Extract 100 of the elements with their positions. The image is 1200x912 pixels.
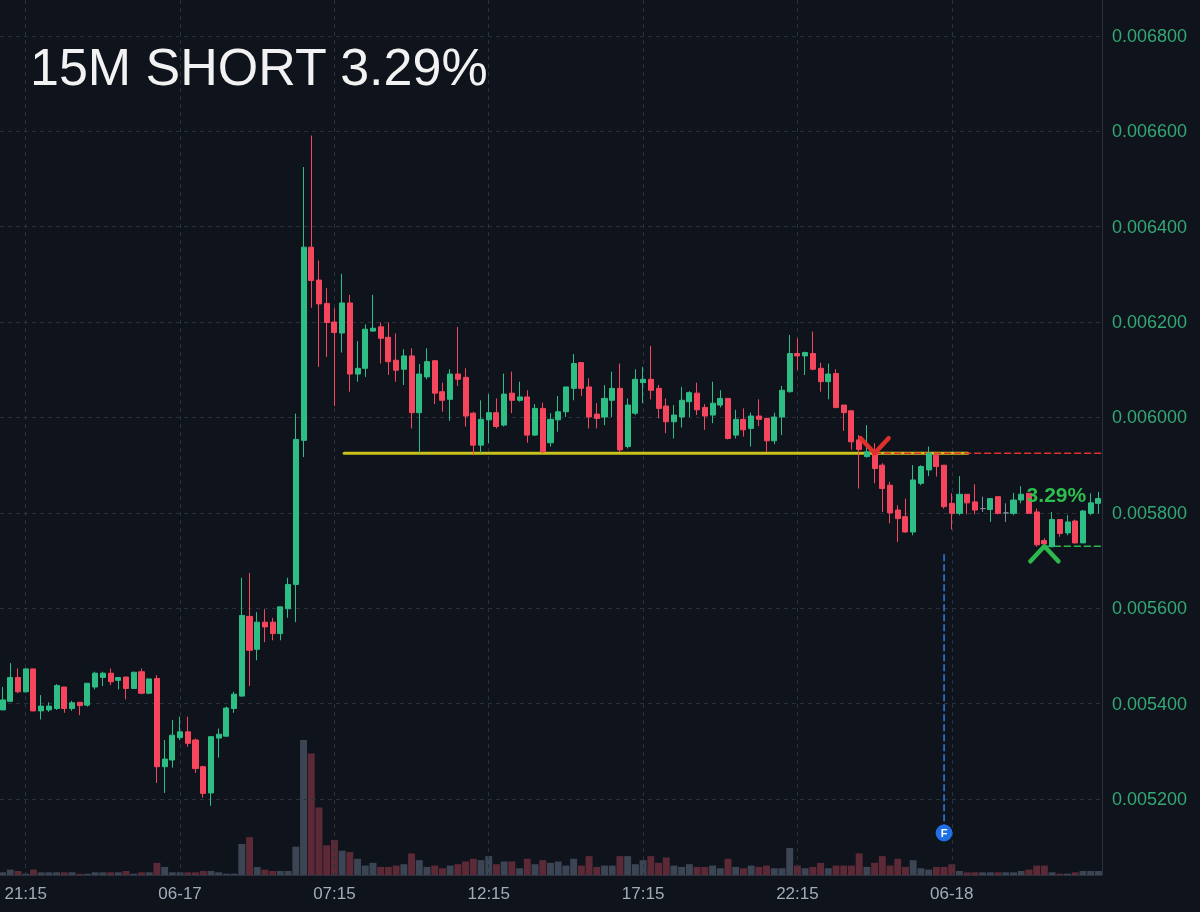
bar [824,868,832,875]
candlestick [1065,514,1071,536]
bar [531,864,539,875]
candlestick [115,676,121,690]
annotation: 3.29% [1026,482,1087,506]
candlestick [239,577,245,698]
candlestick [910,464,916,536]
bar [739,868,747,875]
candlestick [941,464,947,510]
candlestick [246,572,253,687]
bar [68,872,76,875]
candlestick [594,402,600,429]
candlestick [339,273,345,354]
candlestick [987,498,993,523]
bar [253,866,261,875]
y-tick-label: 0.006400 [1112,216,1188,237]
bar [1071,872,1079,875]
bar [400,864,408,875]
candlestick [154,674,160,784]
x-tick-label: 06-17 [158,884,202,903]
candlestick [493,397,499,429]
candlestick [1003,502,1009,523]
candlestick [964,493,970,515]
y-tick-label: 0.005800 [1112,502,1188,523]
y-tick-label: 0.005200 [1112,789,1188,810]
y-tick-label: 0.005600 [1112,598,1188,619]
y-tick-label: 0.005400 [1112,693,1188,714]
candlestick [285,577,291,619]
candlestick [455,326,461,387]
candlestick [980,496,986,513]
bar [60,872,68,875]
candlestick [933,452,939,478]
candlestick [926,446,932,477]
candlestick [787,334,793,394]
bar [153,862,161,875]
bar [346,852,354,875]
candlestick [617,363,623,453]
bar [107,872,115,875]
candlestick [509,371,515,414]
candlestick [208,736,214,807]
bar [500,861,508,875]
candlestick [887,481,893,524]
candlestick [578,362,584,397]
bar [616,856,624,875]
bar [145,872,153,875]
candlestick [231,691,237,714]
candlestick [702,403,708,431]
candlestick [301,166,307,458]
candlestick [30,668,36,712]
candlestick [779,385,785,436]
text: 15M SHORT 3.29% [30,38,488,96]
candlestick [756,398,762,427]
y-tick-label: 0.006600 [1112,121,1188,142]
bar [122,870,130,875]
candlestick [864,424,870,459]
candlestick [995,496,1001,515]
bar [29,869,37,875]
candlestick [293,413,299,623]
y-tick-label: 0.006800 [1112,25,1188,46]
candlestick [92,671,98,690]
bar [408,853,416,875]
candlestick [277,606,283,641]
bar [446,865,454,875]
candlestick [401,348,407,386]
candlestick [856,434,862,490]
candlestick [771,412,777,445]
candlestick [794,337,800,371]
candlestick [177,716,183,741]
candlestick [972,483,978,515]
candlestick [77,701,83,716]
candlestick [138,667,145,695]
candlestick [316,260,322,368]
bar [1048,872,1056,875]
bar [338,850,346,875]
bar [801,868,809,875]
candlestick [146,678,152,695]
bar [246,837,253,875]
candlestick [810,331,816,371]
candlestick [370,294,376,333]
candlestick [640,366,646,404]
x-tick-label: 21:15 [4,884,47,903]
candlestick [694,382,700,416]
candlestick [270,617,276,641]
bar [747,865,755,875]
candlestick [1080,509,1086,544]
x-tick-label: 17:15 [621,884,665,903]
bar [956,870,963,875]
candlestick [532,403,538,437]
candlestick [15,667,21,694]
candlestick [733,409,739,439]
candlestick [478,399,484,454]
candlestick [131,671,137,689]
bar [994,872,1002,875]
y-tick-label: 0.006000 [1112,407,1188,428]
candlestick [1049,511,1055,548]
candlestick [61,686,67,714]
candlestick [764,416,770,453]
bar [863,866,871,875]
bar [732,866,740,875]
candlestick [818,362,824,393]
